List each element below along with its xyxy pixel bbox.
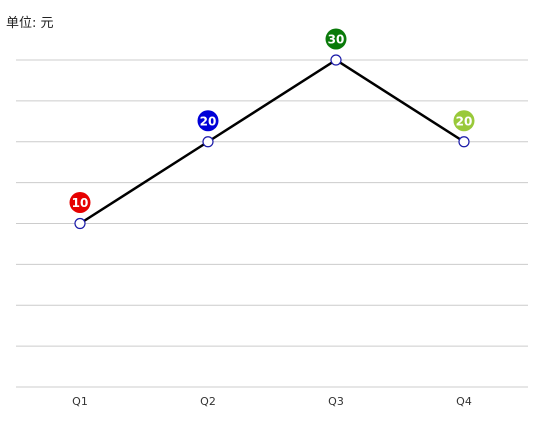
series-line-layer — [79, 58, 465, 225]
data-label: 20 — [197, 110, 219, 132]
data-label: 30 — [325, 28, 347, 50]
x-axis: Q1 Q2 Q3 Q4 — [72, 395, 472, 408]
data-point[interactable] — [202, 136, 214, 148]
data-label-badge — [69, 192, 91, 213]
data-label-text: 20 — [456, 114, 473, 128]
data-markers — [74, 54, 470, 230]
data-label-badge — [453, 110, 475, 132]
unit-label: 单位: 元 — [6, 16, 54, 31]
grid-lines — [16, 59, 528, 388]
data-label-badge — [197, 110, 219, 132]
x-tick-label: Q4 — [456, 395, 472, 408]
data-label-text: 30 — [328, 33, 345, 47]
data-point[interactable] — [74, 217, 86, 230]
data-point[interactable] — [458, 136, 470, 148]
x-tick-label: Q3 — [328, 395, 344, 408]
x-tick-label: Q2 — [200, 395, 216, 408]
data-label: 10 — [69, 192, 91, 213]
data-point[interactable] — [330, 54, 342, 66]
x-tick-label: Q1 — [72, 395, 88, 408]
data-label-text: 20 — [200, 114, 217, 128]
series-line — [79, 58, 465, 225]
data-label-text: 10 — [72, 196, 89, 210]
data-label-badge — [325, 28, 347, 50]
data-label: 20 — [453, 110, 475, 132]
data-labels: 10 20 30 20 — [69, 28, 475, 213]
